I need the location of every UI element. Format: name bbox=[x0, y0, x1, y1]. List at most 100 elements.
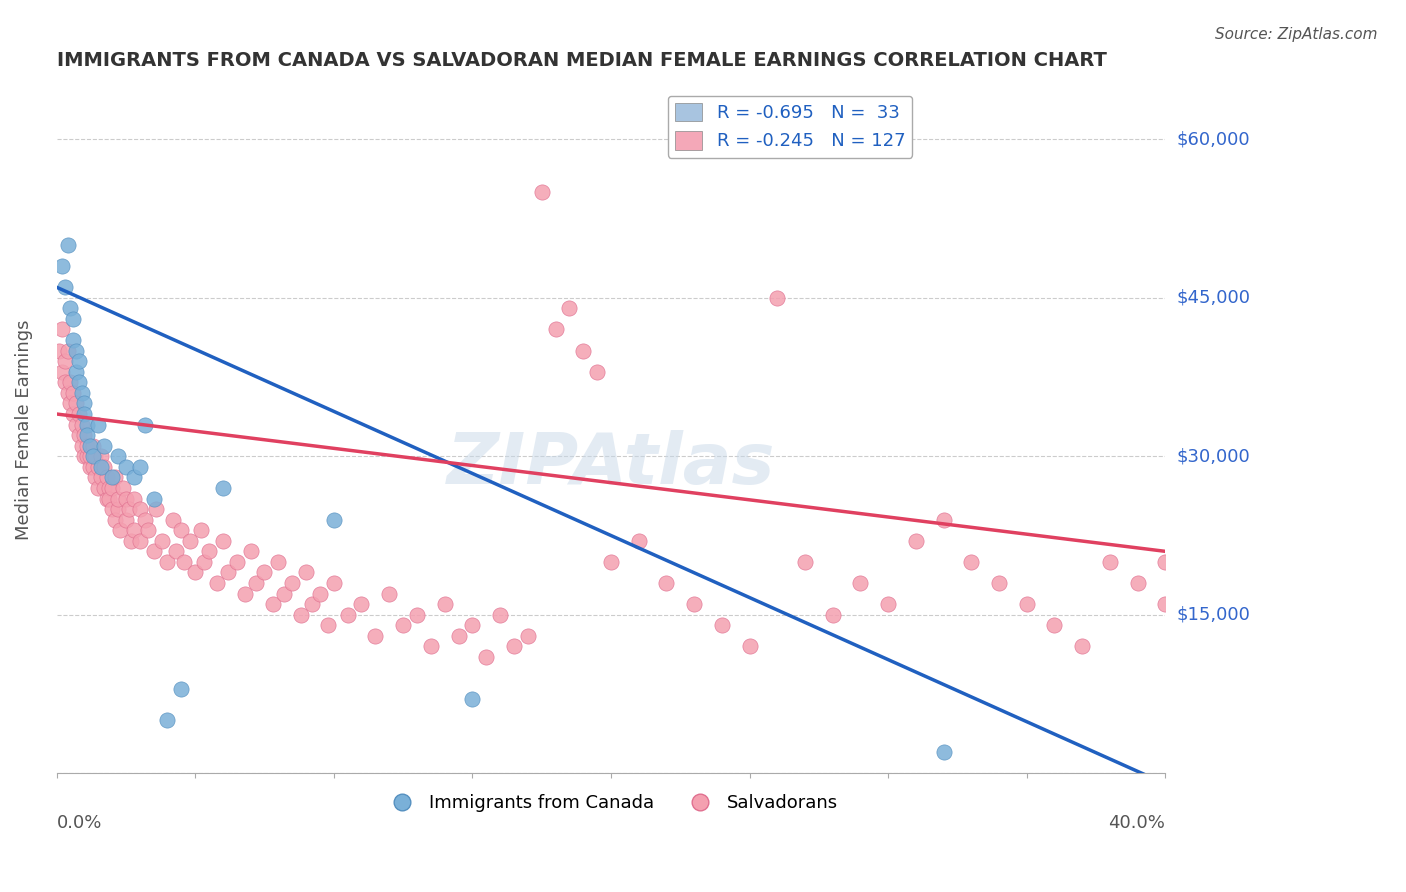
Point bbox=[530, 185, 553, 199]
Point bbox=[295, 566, 318, 580]
Point bbox=[128, 502, 150, 516]
Point bbox=[59, 301, 82, 316]
Point bbox=[87, 459, 110, 474]
Point bbox=[239, 544, 262, 558]
Point bbox=[115, 513, 138, 527]
Point bbox=[1015, 597, 1038, 611]
Point bbox=[76, 417, 98, 432]
Point bbox=[128, 533, 150, 548]
Point bbox=[350, 597, 373, 611]
Point bbox=[90, 459, 112, 474]
Point bbox=[84, 470, 107, 484]
Point bbox=[70, 439, 93, 453]
Text: 0.0%: 0.0% bbox=[56, 814, 103, 832]
Point bbox=[67, 354, 90, 368]
Point bbox=[233, 586, 256, 600]
Point bbox=[104, 470, 127, 484]
Text: IMMIGRANTS FROM CANADA VS SALVADORAN MEDIAN FEMALE EARNINGS CORRELATION CHART: IMMIGRANTS FROM CANADA VS SALVADORAN MED… bbox=[56, 51, 1107, 70]
Point bbox=[53, 280, 76, 294]
Point bbox=[245, 576, 267, 591]
Point bbox=[56, 238, 79, 252]
Point bbox=[51, 365, 73, 379]
Point bbox=[253, 566, 276, 580]
Point bbox=[67, 407, 90, 421]
Point bbox=[82, 450, 104, 464]
Point bbox=[322, 576, 344, 591]
Point bbox=[65, 417, 87, 432]
Point bbox=[107, 502, 129, 516]
Point bbox=[309, 586, 332, 600]
Point bbox=[627, 533, 650, 548]
Point bbox=[59, 376, 82, 390]
Point bbox=[447, 629, 470, 643]
Point bbox=[73, 396, 96, 410]
Point bbox=[262, 597, 284, 611]
Point bbox=[475, 650, 498, 665]
Point bbox=[600, 555, 623, 569]
Point bbox=[586, 365, 609, 379]
Point bbox=[173, 555, 195, 569]
Point bbox=[82, 459, 104, 474]
Point bbox=[79, 459, 101, 474]
Point bbox=[56, 385, 79, 400]
Point bbox=[122, 491, 145, 506]
Point bbox=[142, 544, 165, 558]
Point bbox=[101, 481, 124, 495]
Point bbox=[101, 470, 124, 484]
Point bbox=[96, 470, 118, 484]
Text: $45,000: $45,000 bbox=[1177, 289, 1250, 307]
Point bbox=[301, 597, 323, 611]
Point bbox=[142, 491, 165, 506]
Point bbox=[1154, 555, 1177, 569]
Point bbox=[170, 523, 193, 537]
Point bbox=[156, 714, 179, 728]
Point bbox=[107, 491, 129, 506]
Text: $30,000: $30,000 bbox=[1177, 447, 1250, 466]
Point bbox=[70, 417, 93, 432]
Point bbox=[225, 555, 247, 569]
Point bbox=[710, 618, 733, 632]
Point bbox=[433, 597, 456, 611]
Point bbox=[104, 513, 127, 527]
Point bbox=[336, 607, 359, 622]
Point bbox=[128, 459, 150, 474]
Point bbox=[877, 597, 900, 611]
Point bbox=[212, 481, 235, 495]
Point bbox=[62, 312, 84, 326]
Point bbox=[107, 450, 129, 464]
Point bbox=[93, 459, 115, 474]
Point bbox=[67, 376, 90, 390]
Point bbox=[461, 618, 484, 632]
Point bbox=[115, 491, 138, 506]
Point bbox=[62, 407, 84, 421]
Point bbox=[87, 481, 110, 495]
Point bbox=[145, 502, 167, 516]
Point bbox=[110, 523, 132, 537]
Point bbox=[150, 533, 173, 548]
Point bbox=[70, 385, 93, 400]
Point bbox=[51, 322, 73, 336]
Point bbox=[170, 681, 193, 696]
Point bbox=[572, 343, 595, 358]
Point bbox=[79, 439, 101, 453]
Point bbox=[558, 301, 581, 316]
Point bbox=[84, 450, 107, 464]
Point bbox=[503, 640, 526, 654]
Text: Source: ZipAtlas.com: Source: ZipAtlas.com bbox=[1215, 27, 1378, 42]
Point bbox=[988, 576, 1011, 591]
Point bbox=[73, 428, 96, 442]
Point bbox=[316, 618, 339, 632]
Point bbox=[76, 439, 98, 453]
Point bbox=[212, 533, 235, 548]
Y-axis label: Median Female Earnings: Median Female Earnings bbox=[15, 319, 32, 540]
Point bbox=[93, 481, 115, 495]
Point bbox=[179, 533, 201, 548]
Point bbox=[1043, 618, 1066, 632]
Point bbox=[90, 470, 112, 484]
Point bbox=[273, 586, 295, 600]
Point bbox=[67, 428, 90, 442]
Point bbox=[76, 450, 98, 464]
Point bbox=[134, 513, 156, 527]
Text: $15,000: $15,000 bbox=[1177, 606, 1250, 624]
Point bbox=[120, 533, 142, 548]
